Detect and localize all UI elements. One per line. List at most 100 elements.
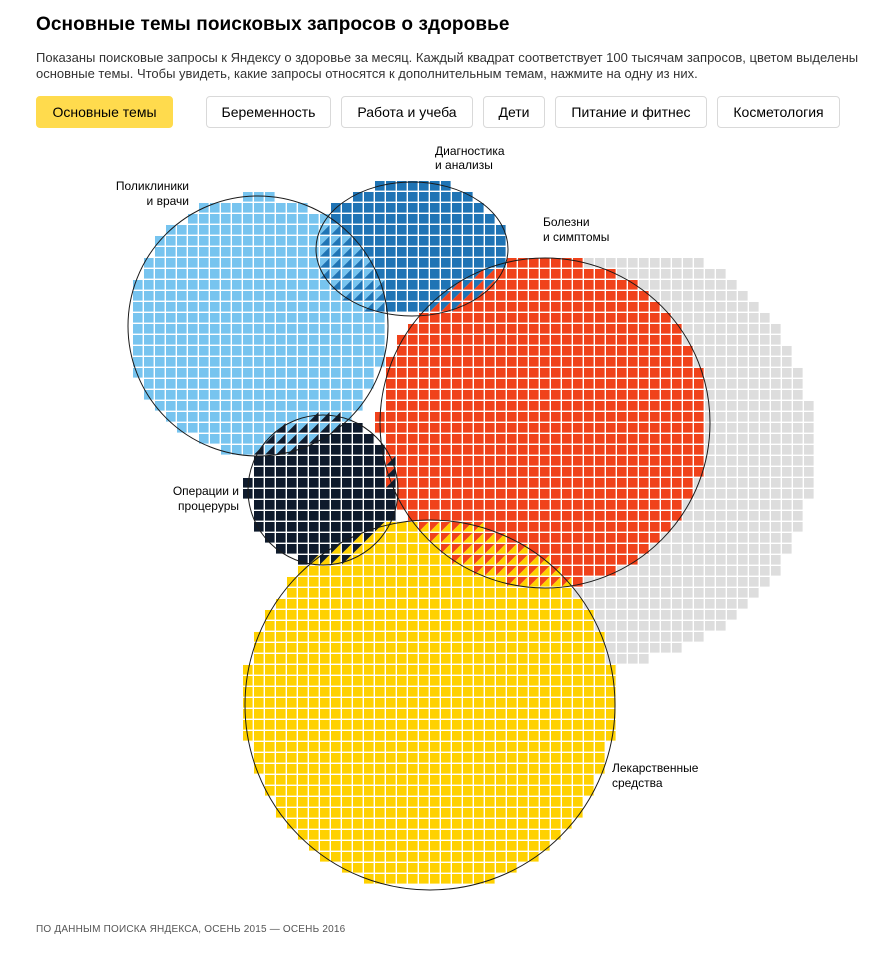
waffle-cell: [243, 720, 253, 730]
waffle-cell: [584, 390, 594, 400]
waffle-cell: [177, 401, 187, 411]
label-diagnostics-line2[interactable]: и анализы: [435, 158, 493, 172]
waffle-cell: [485, 291, 495, 301]
tab-main-topics[interactable]: Основные темы: [36, 96, 173, 128]
waffle-cell: [727, 588, 737, 598]
waffle-cell: [595, 720, 605, 730]
waffle-cell: [265, 368, 275, 378]
waffle-cell: [419, 357, 429, 367]
waffle-cell: [485, 797, 495, 807]
waffle-cell: [397, 588, 407, 598]
label-diseases-line1[interactable]: Болезни: [543, 215, 590, 229]
waffle-cell: [320, 467, 330, 477]
waffle-cell: [485, 577, 495, 587]
tab-pregnancy[interactable]: Беременность: [206, 96, 331, 128]
waffle-cell: [650, 379, 660, 389]
waffle-cell: [419, 335, 429, 345]
waffle-cell: [463, 390, 473, 400]
waffle-cell: [353, 577, 363, 587]
label-polyclinics-line2[interactable]: и врачи: [147, 194, 189, 208]
waffle-cell: [287, 786, 297, 796]
waffle-cell: [474, 335, 484, 345]
outline-drugs[interactable]: [244, 519, 616, 891]
tab-children[interactable]: Дети: [483, 96, 545, 128]
waffle-cell: [705, 357, 715, 367]
waffle-cell: [364, 830, 374, 840]
waffle-cell: [584, 665, 594, 675]
waffle-cell: [452, 533, 462, 543]
waffle-cell: [188, 324, 198, 334]
label-diagnostics-line1[interactable]: Диагностика: [435, 144, 505, 158]
waffle-cell: [606, 335, 616, 345]
waffle-cell: [683, 555, 693, 565]
label-drugs-line1[interactable]: Лекарственные: [612, 761, 699, 775]
waffle-cell: [463, 775, 473, 785]
waffle-cell: [265, 203, 275, 213]
waffle-cell: [232, 313, 242, 323]
waffle-cell: [474, 379, 484, 389]
waffle-cell: [298, 390, 308, 400]
waffle-cell: [441, 368, 451, 378]
waffle-cell: [276, 368, 286, 378]
outline-operations[interactable]: [247, 414, 399, 566]
waffle-cell: [474, 368, 484, 378]
waffle-cell: [595, 434, 605, 444]
waffle-cell: [727, 610, 737, 620]
waffle-cell: [573, 390, 583, 400]
waffle-cell: [529, 423, 539, 433]
tab-cosmetology[interactable]: Косметология: [717, 96, 840, 128]
waffle-cell: [661, 610, 671, 620]
waffle-cell: [672, 412, 682, 422]
waffle-cell: [254, 291, 264, 301]
waffle-cell: [254, 632, 264, 642]
outline-diseases[interactable]: [379, 257, 711, 589]
outline-polyclinics[interactable]: [127, 195, 389, 457]
outline-diagnostics[interactable]: [315, 181, 509, 317]
label-polyclinics-line1[interactable]: Поликлиники: [116, 179, 189, 193]
waffle-cell: [485, 764, 495, 774]
waffle-cell: [661, 467, 671, 477]
waffle-cell: [353, 544, 363, 554]
waffle-cell: [573, 478, 583, 488]
waffle-cell: [584, 566, 594, 576]
waffle-cell: [375, 511, 385, 521]
waffle-cell: [353, 632, 363, 642]
waffle-cell: [320, 654, 330, 664]
waffle-cell: [232, 258, 242, 268]
waffle-cell: [485, 390, 495, 400]
waffle-cell: [529, 709, 539, 719]
waffle-cell: [419, 599, 429, 609]
waffle-cell: [452, 390, 462, 400]
waffle-cell: [694, 258, 704, 268]
waffle-cell: [584, 511, 594, 521]
tab-nutrition-fitness[interactable]: Питание и фитнес: [555, 96, 707, 128]
waffle-cell: [331, 654, 341, 664]
label-operations-line2[interactable]: процеруры: [178, 499, 239, 513]
waffle-cell: [210, 302, 220, 312]
waffle-cell: [386, 247, 396, 257]
waffle-cell: [463, 852, 473, 862]
waffle-cell: [749, 522, 759, 532]
waffle-cell: [617, 324, 627, 334]
waffle-cell: [188, 291, 198, 301]
waffle-cell: [364, 368, 374, 378]
waffle-cell: [408, 214, 418, 224]
waffle-cell: [265, 357, 275, 367]
waffle-cell: [331, 852, 341, 862]
waffle-cell: [672, 478, 682, 488]
tab-work-study[interactable]: Работа и учеба: [341, 96, 473, 128]
label-operations-line1[interactable]: Операции и: [173, 484, 239, 498]
label-drugs-line2[interactable]: средства: [612, 776, 663, 790]
waffle-cell: [320, 665, 330, 675]
waffle-cell: [441, 258, 451, 268]
waffle-cell: [485, 335, 495, 345]
waffle-cell: [364, 302, 374, 312]
waffle-cell: [584, 599, 594, 609]
waffle-cell: [386, 852, 396, 862]
waffle-cell: [518, 434, 528, 444]
waffle-cell: [760, 577, 770, 587]
label-diseases-line2[interactable]: и симптомы: [543, 230, 609, 244]
waffle-cell: [782, 368, 792, 378]
waffle-cell: [364, 577, 374, 587]
waffle-cell: [309, 522, 319, 532]
